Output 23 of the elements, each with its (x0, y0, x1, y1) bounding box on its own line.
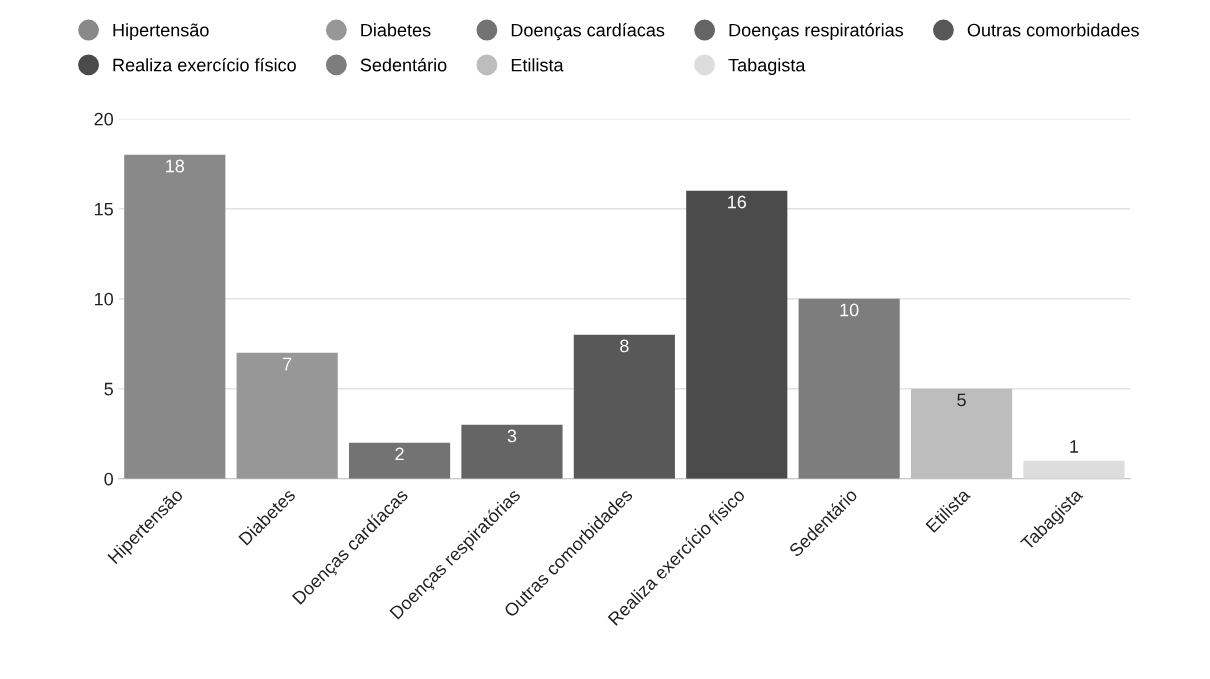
data-label: 7 (283, 357, 292, 371)
legend-label: Hipertensão (113, 23, 209, 41)
data-label: 1 (1070, 440, 1079, 453)
data-label: 16 (728, 195, 746, 209)
data-label: 10 (840, 303, 859, 317)
data-label: 3 (507, 429, 517, 443)
y-tick-label: 15 (95, 202, 113, 216)
data-label: 5 (957, 393, 966, 407)
data-label: 8 (620, 339, 629, 353)
y-tick-label: 5 (104, 382, 113, 396)
legend-label: Outras comorbidades (967, 23, 1139, 37)
data-label: 18 (166, 159, 185, 173)
legend-label: Tabagista (728, 58, 806, 76)
y-tick-label: 10 (95, 292, 114, 306)
y-tick-label: 20 (94, 112, 114, 126)
legend-label: Doenças respiratórias (729, 23, 904, 41)
data-label: 2 (395, 447, 404, 461)
legend-label: Sedentário (360, 57, 447, 72)
legend-label: Realiza exercício físico (113, 57, 296, 72)
legend-label: Diabetes (361, 23, 431, 37)
y-tick-label: 0 (104, 472, 114, 486)
legend-label: Etilista (511, 58, 564, 72)
legend-label: Doenças cardíacas (511, 23, 665, 41)
